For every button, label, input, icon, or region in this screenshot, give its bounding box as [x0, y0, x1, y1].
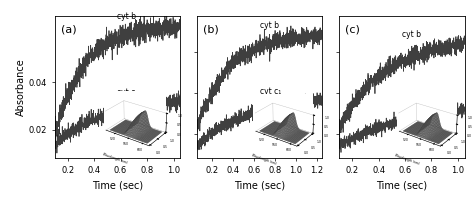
Text: cyt b: cyt b	[401, 30, 421, 39]
Text: cyt c₁: cyt c₁	[401, 96, 423, 106]
Text: cyt b: cyt b	[117, 12, 137, 21]
Text: (c): (c)	[345, 24, 360, 34]
Y-axis label: Absorbance: Absorbance	[16, 58, 26, 116]
X-axis label: Time (sec): Time (sec)	[92, 181, 143, 191]
Text: cyt c₁: cyt c₁	[117, 88, 138, 97]
X-axis label: Time (sec): Time (sec)	[234, 181, 285, 191]
Text: (b): (b)	[203, 24, 219, 34]
X-axis label: Time (sec): Time (sec)	[376, 181, 427, 191]
Text: (a): (a)	[61, 24, 76, 34]
Text: cyt b: cyt b	[259, 21, 279, 30]
Text: cyt c₁: cyt c₁	[259, 87, 281, 96]
